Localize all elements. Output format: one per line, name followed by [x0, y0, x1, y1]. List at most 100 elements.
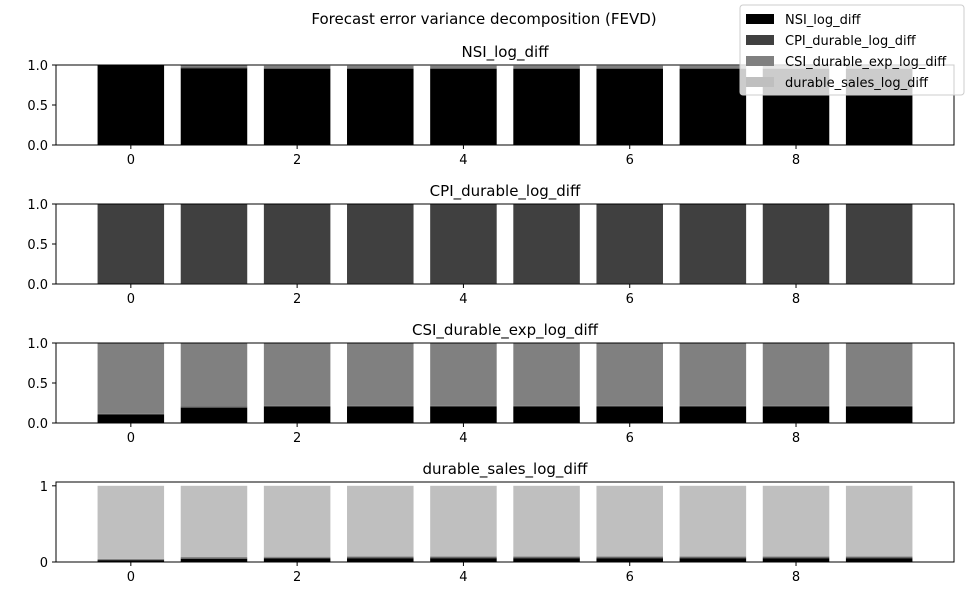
bar-NSI-log-diff-1: [180, 558, 248, 562]
x-tick-label: 8: [792, 292, 800, 307]
bar-NSI-log-diff-8: [762, 407, 830, 423]
bar-CSI-durable-exp-log-diff-4: [430, 556, 497, 558]
bar-CPI-durable-log-diff-5: [513, 557, 580, 559]
x-tick-label: 4: [459, 153, 467, 168]
bar-durable-sales-log-diff-5: [513, 485, 580, 557]
bar-NSI-log-diff-3: [347, 558, 414, 562]
bar-CPI-durable-log-diff-3: [347, 557, 414, 559]
bar-CPI-durable-log-diff-8: [762, 204, 830, 284]
legend-item-label: CSI_durable_exp_log_diff: [785, 55, 947, 70]
bar-CSI-durable-exp-log-diff-7: [679, 343, 747, 406]
bar-durable-sales-log-diff-9: [845, 485, 913, 557]
panel-title: CPI_durable_log_diff: [430, 182, 581, 201]
bar-CPI-durable-log-diff-6: [596, 204, 663, 284]
y-tick-label: 1.0: [27, 198, 48, 213]
bar-CPI-durable-log-diff-6: [596, 68, 663, 69]
bar-CSI-durable-exp-log-diff-1: [180, 65, 248, 68]
y-tick-label: 0.0: [27, 417, 48, 432]
bar-CSI-durable-exp-log-diff-8: [762, 343, 830, 406]
bar-CSI-durable-exp-log-diff-5: [513, 65, 580, 69]
bar-NSI-log-diff-9: [845, 407, 913, 423]
x-tick-label: 6: [626, 431, 634, 446]
bar-CPI-durable-log-diff-9: [845, 204, 913, 284]
bar-CPI-durable-log-diff-1: [180, 67, 248, 69]
bar-CSI-durable-exp-log-diff-2: [263, 556, 331, 558]
bar-CSI-durable-exp-log-diff-7: [679, 65, 747, 69]
bar-NSI-log-diff-0: [97, 415, 165, 423]
bar-NSI-log-diff-6: [596, 558, 663, 562]
bar-durable-sales-log-diff-2: [263, 485, 331, 557]
bar-durable-sales-log-diff-6: [596, 485, 663, 557]
bar-CSI-durable-exp-log-diff-3: [347, 343, 414, 406]
bar-CSI-durable-exp-log-diff-8: [762, 556, 830, 558]
bar-NSI-log-diff-8: [762, 558, 830, 562]
bar-NSI-log-diff-4: [430, 558, 497, 562]
bar-CPI-durable-log-diff-1: [180, 558, 248, 559]
bar-CPI-durable-log-diff-0: [97, 413, 165, 415]
x-tick-label: 2: [293, 153, 301, 168]
bar-CSI-durable-exp-log-diff-6: [596, 556, 663, 558]
bar-NSI-log-diff-6: [596, 407, 663, 423]
bar-durable-sales-log-diff-8: [762, 485, 830, 557]
y-tick-label: 1.0: [27, 337, 48, 352]
y-tick-label: 0.5: [27, 238, 48, 253]
y-tick-label: 0: [40, 556, 48, 571]
bar-NSI-log-diff-3: [347, 407, 414, 423]
bar-CSI-durable-exp-log-diff-0: [97, 558, 165, 560]
bar-CSI-durable-exp-log-diff-9: [845, 556, 913, 558]
bar-CSI-durable-exp-log-diff-3: [347, 65, 414, 69]
bar-CPI-durable-log-diff-2: [263, 204, 331, 284]
panel-1: NSI_log_diff 0.0 0.5 1.0 0 2 4 6 8: [27, 43, 955, 168]
bar-NSI-log-diff-9: [845, 558, 913, 562]
bar-NSI-log-diff-5: [513, 69, 580, 145]
bar-CSI-durable-exp-log-diff-2: [263, 343, 331, 406]
legend-item-label: durable_sales_log_diff: [785, 76, 929, 91]
bar-CPI-durable-log-diff-3: [347, 68, 414, 69]
bar-CPI-durable-log-diff-5: [513, 405, 580, 407]
bar-CSI-durable-exp-log-diff-1: [180, 557, 248, 559]
bar-CSI-durable-exp-log-diff-9: [845, 343, 913, 406]
x-tick-label: 0: [127, 570, 135, 585]
bar-NSI-log-diff-2: [263, 407, 331, 423]
bar-CPI-durable-log-diff-0: [97, 559, 165, 561]
legend-swatch: [746, 56, 774, 66]
bar-CPI-durable-log-diff-7: [679, 204, 747, 284]
bar-CSI-durable-exp-log-diff-4: [430, 343, 497, 406]
y-tick-label: 0.5: [27, 99, 48, 114]
x-tick-label: 6: [626, 570, 634, 585]
legend-swatch: [746, 14, 774, 24]
bar-NSI-log-diff-6: [596, 69, 663, 145]
bar-NSI-log-diff-4: [430, 69, 497, 145]
bar-CSI-durable-exp-log-diff-2: [263, 65, 331, 69]
bar-CPI-durable-log-diff-5: [513, 68, 580, 69]
bar-CPI-durable-log-diff-7: [679, 557, 747, 559]
figure-title: Forecast error variance decomposition (F…: [311, 10, 656, 28]
bar-CSI-durable-exp-log-diff-0: [97, 343, 165, 414]
bar-durable-sales-log-diff-4: [430, 485, 497, 557]
bar-NSI-log-diff-0: [97, 65, 165, 145]
bar-durable-sales-log-diff-7: [679, 485, 747, 557]
bar-CPI-durable-log-diff-2: [263, 68, 331, 69]
bar-NSI-log-diff-0: [97, 560, 165, 562]
legend-swatch: [746, 77, 774, 87]
y-tick-label: 1.0: [27, 59, 48, 74]
panel-3: CSI_durable_exp_log_diff 0.0 0.5 1.0 0 2 4 6 8: [27, 321, 955, 446]
y-tick-label: 0.5: [27, 377, 48, 392]
y-tick-label: 1: [40, 480, 48, 495]
bar-CPI-durable-log-diff-2: [263, 557, 331, 559]
x-tick-label: 0: [127, 431, 135, 446]
legend-item-label: CPI_durable_log_diff: [785, 34, 917, 49]
bar-durable-sales-log-diff-0: [97, 485, 165, 559]
x-tick-label: 4: [459, 570, 467, 585]
bar-NSI-log-diff-7: [679, 558, 747, 562]
bar-NSI-log-diff-7: [679, 69, 747, 145]
bar-NSI-log-diff-5: [513, 558, 580, 562]
bar-CPI-durable-log-diff-4: [430, 204, 497, 284]
bar-CSI-durable-exp-log-diff-5: [513, 556, 580, 558]
bar-CPI-durable-log-diff-6: [596, 557, 663, 559]
bar-durable-sales-log-diff-3: [347, 485, 414, 557]
bar-CSI-durable-exp-log-diff-7: [679, 556, 747, 558]
x-tick-label: 6: [626, 292, 634, 307]
